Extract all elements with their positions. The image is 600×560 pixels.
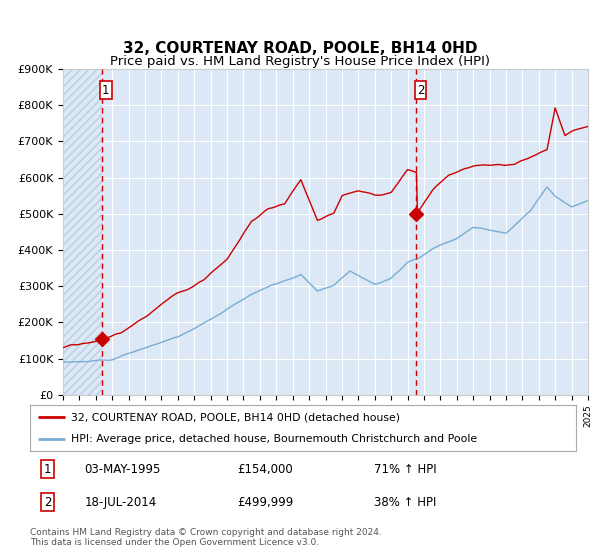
Text: 1: 1 xyxy=(44,463,51,476)
Text: Price paid vs. HM Land Registry's House Price Index (HPI): Price paid vs. HM Land Registry's House … xyxy=(110,55,490,68)
Text: 03-MAY-1995: 03-MAY-1995 xyxy=(85,463,161,476)
Text: £499,999: £499,999 xyxy=(238,496,294,509)
Text: 1: 1 xyxy=(102,83,109,96)
Text: 32, COURTENAY ROAD, POOLE, BH14 0HD: 32, COURTENAY ROAD, POOLE, BH14 0HD xyxy=(123,41,477,56)
Bar xyxy=(63,69,101,395)
Text: 2: 2 xyxy=(417,83,424,96)
Text: 38% ↑ HPI: 38% ↑ HPI xyxy=(374,496,436,509)
Text: 71% ↑ HPI: 71% ↑ HPI xyxy=(374,463,437,476)
Text: 2: 2 xyxy=(44,496,51,509)
Text: 32, COURTENAY ROAD, POOLE, BH14 0HD (detached house): 32, COURTENAY ROAD, POOLE, BH14 0HD (det… xyxy=(71,412,400,422)
Text: £154,000: £154,000 xyxy=(238,463,293,476)
Text: HPI: Average price, detached house, Bournemouth Christchurch and Poole: HPI: Average price, detached house, Bour… xyxy=(71,435,477,444)
Text: 18-JUL-2014: 18-JUL-2014 xyxy=(85,496,157,509)
Text: Contains HM Land Registry data © Crown copyright and database right 2024.
This d: Contains HM Land Registry data © Crown c… xyxy=(30,528,382,547)
